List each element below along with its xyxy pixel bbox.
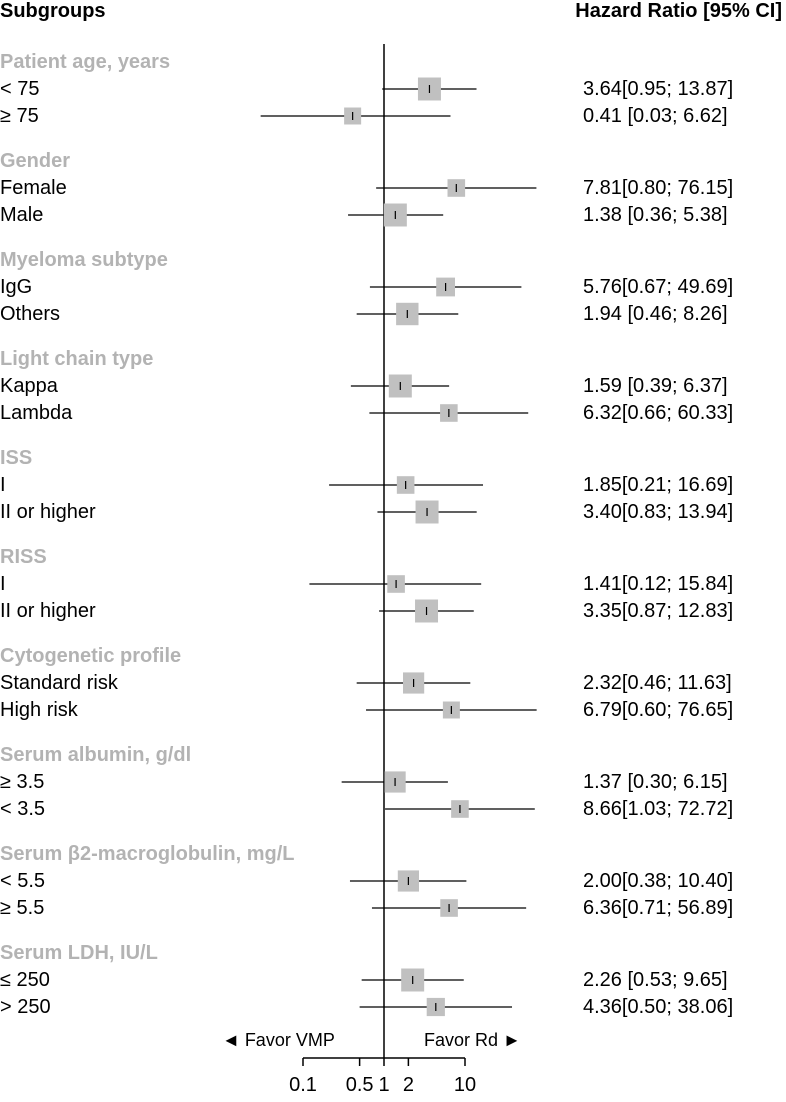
hazard-ratio-value: 1.94 [0.46; 8.26] (583, 303, 728, 325)
group-label: Light chain type (0, 348, 154, 370)
subgroup-label: II or higher (0, 501, 96, 523)
x-tick-label: 2 (402, 1074, 414, 1096)
hazard-ratio-value: 3.35[0.87; 12.83] (583, 600, 734, 622)
hazard-ratio-value: 6.36[0.71; 56.89] (583, 897, 734, 919)
subgroup-label: Kappa (0, 375, 58, 397)
hazard-ratio-value: 1.38 [0.36; 5.38] (583, 204, 728, 226)
hazard-ratio-header: Hazard Ratio [95% CI] (575, 0, 782, 22)
hazard-ratio-value: 3.64[0.95; 13.87] (583, 78, 734, 100)
subgroup-label: Standard risk (0, 672, 118, 694)
subgroup-label: Others (0, 303, 61, 325)
favor-vmp-label: ◄ Favor VMP (222, 1030, 335, 1050)
subgroup-label: ≥ 3.5 (0, 771, 45, 793)
hazard-ratio-value: 1.59 [0.39; 6.37] (583, 375, 728, 397)
x-tick-label: 0.1 (289, 1074, 317, 1096)
subgroup-label: II or higher (0, 600, 96, 622)
hazard-ratio-value: 7.81[0.80; 76.15] (583, 177, 734, 199)
group-label: Gender (0, 150, 71, 172)
hazard-ratio-value: 4.36[0.50; 38.06] (583, 996, 734, 1018)
x-tick-label: 10 (453, 1074, 477, 1096)
subgroup-label: ≥ 5.5 (0, 897, 45, 919)
hazard-ratio-value: 1.85[0.21; 16.69] (583, 474, 734, 496)
group-label: Serum albumin, g/dl (0, 744, 192, 766)
subgroup-label: I (0, 573, 6, 595)
subgroup-label: Lambda (0, 402, 73, 424)
hazard-ratio-value: 8.66[1.03; 72.72] (583, 798, 734, 820)
subgroup-label: < 3.5 (0, 798, 46, 820)
subgroup-label: > 250 (0, 996, 51, 1018)
group-label: Serum β2-macroglobulin, mg/L (0, 843, 295, 865)
hazard-ratio-value: 1.41[0.12; 15.84] (583, 573, 734, 595)
hazard-ratio-value: 5.76[0.67; 49.69] (583, 276, 734, 298)
hazard-ratio-value: 1.37 [0.30; 6.15] (583, 771, 728, 793)
hazard-ratio-value: 2.26 [0.53; 9.65] (583, 969, 728, 991)
subgroup-label: High risk (0, 699, 78, 721)
group-label: Serum LDH, IU/L (0, 942, 158, 964)
group-label: ISS (0, 447, 33, 469)
subgroup-label: ≥ 75 (0, 105, 39, 127)
subgroups-header: Subgroups (0, 0, 106, 22)
hazard-ratio-value: 6.32[0.66; 60.33] (583, 402, 734, 424)
hazard-ratio-value: 3.40[0.83; 13.94] (583, 501, 734, 523)
subgroup-label: ≤ 250 (0, 969, 50, 991)
hazard-ratio-value: 0.41 [0.03; 6.62] (583, 105, 728, 127)
subgroup-label: Female (0, 177, 67, 199)
hazard-ratio-value: 6.79[0.60; 76.65] (583, 699, 734, 721)
favor-rd-label: Favor Rd ► (424, 1030, 521, 1050)
group-label: Cytogenetic profile (0, 645, 182, 667)
group-label: RISS (0, 546, 47, 568)
group-label: Patient age, years (0, 51, 171, 73)
subgroup-label: I (0, 474, 6, 496)
x-tick-label: 1 (378, 1074, 390, 1096)
subgroup-label: IgG (0, 276, 33, 298)
hazard-ratio-value: 2.32[0.46; 11.63] (583, 672, 732, 694)
subgroup-label: Male (0, 204, 44, 226)
group-label: Myeloma subtype (0, 249, 168, 271)
subgroup-label: < 5.5 (0, 870, 46, 892)
hazard-ratio-value: 2.00[0.38; 10.40] (583, 870, 734, 892)
x-tick-label: 0.5 (345, 1074, 374, 1096)
subgroup-label: < 75 (0, 78, 40, 100)
